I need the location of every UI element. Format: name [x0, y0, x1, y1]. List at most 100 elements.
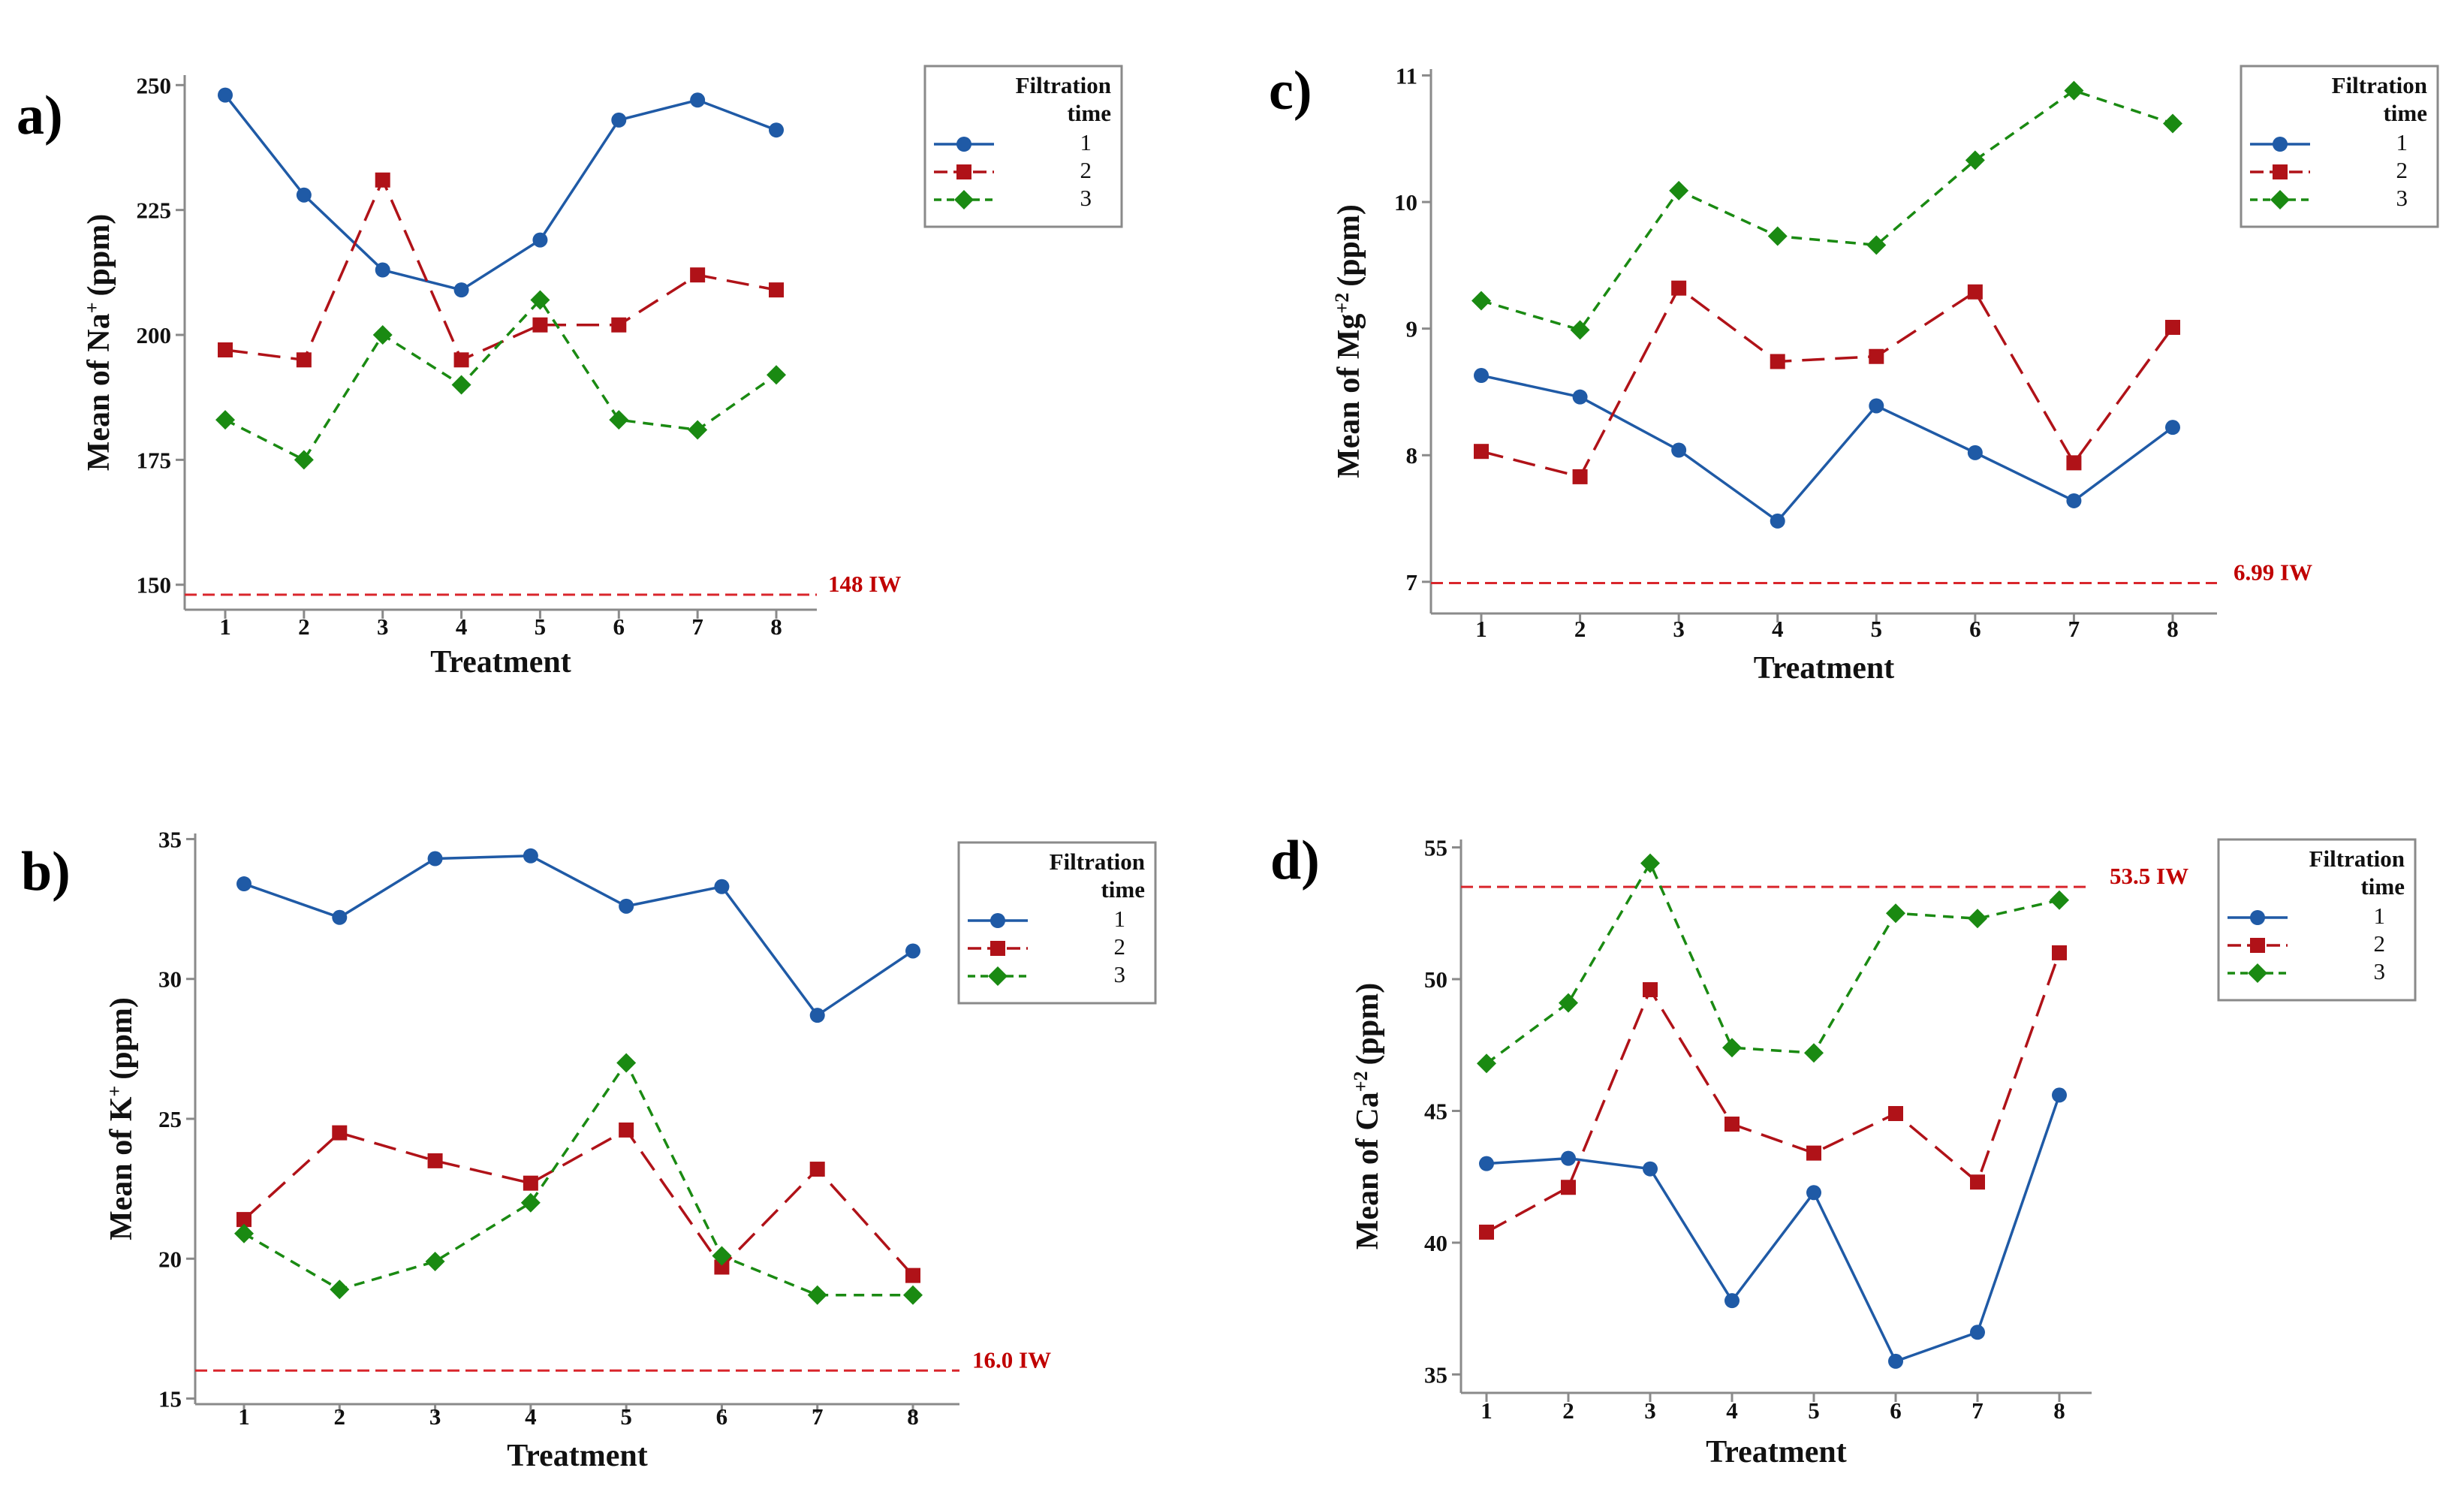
legend-title: time — [1067, 100, 1111, 126]
legend-label-3: 3 — [2374, 958, 2386, 984]
legend-label-2: 2 — [1080, 157, 1092, 183]
y-axis-label: Mean of Ca+2(ppm) — [1350, 983, 1386, 1249]
legend-marker-3 — [988, 966, 1008, 986]
x-tick-label: 4 — [1726, 1397, 1738, 1424]
y-tick-label: 250 — [137, 72, 172, 98]
series-1 — [218, 87, 784, 298]
series-line-2 — [242, 1128, 914, 1277]
y-tick-label: 225 — [137, 197, 172, 224]
data-point — [1767, 226, 1788, 246]
data-point — [769, 122, 784, 138]
data-point — [2066, 455, 2082, 471]
panel-label-c: c) — [1269, 60, 1312, 122]
data-point — [1770, 513, 1785, 529]
data-point — [1970, 1174, 1985, 1190]
legend-marker-3 — [2270, 190, 2290, 209]
legend-title: time — [1101, 876, 1145, 903]
legend-marker-2 — [990, 941, 1005, 956]
data-point — [523, 848, 538, 864]
data-point — [532, 317, 548, 333]
x-tick-label: 4 — [1772, 616, 1784, 642]
series-1 — [236, 848, 920, 1023]
series-3 — [215, 290, 786, 470]
y-tick-label: 15 — [158, 1386, 182, 1412]
data-point — [2052, 1087, 2067, 1103]
x-tick-label: 5 — [620, 1403, 632, 1430]
data-point — [1479, 1224, 1494, 1240]
data-point — [1640, 853, 1660, 873]
x-tick-label: 2 — [298, 613, 310, 640]
x-tick-label: 4 — [525, 1403, 537, 1430]
series-1 — [1479, 1087, 2067, 1369]
y-tick-label: 30 — [158, 966, 182, 993]
data-point — [1471, 291, 1491, 311]
x-tick-label: 3 — [1673, 616, 1685, 642]
series-2 — [236, 1122, 920, 1283]
data-point — [1474, 368, 1489, 384]
legend-title: Filtration — [1016, 72, 1111, 98]
legend-label-3: 3 — [1080, 185, 1092, 211]
reference-label: 6.99 IW — [2234, 559, 2312, 586]
data-point — [1671, 280, 1687, 296]
series-2 — [218, 172, 784, 368]
x-tick-label: 6 — [613, 613, 625, 640]
y-tick-label: 35 — [158, 826, 182, 852]
x-axis-label: Treatment — [1706, 1435, 1846, 1469]
legend-title: Filtration — [2309, 845, 2405, 872]
legend-label-1: 1 — [2396, 129, 2408, 155]
y-tick-label: 40 — [1424, 1230, 1447, 1256]
y-tick-label: 55 — [1424, 835, 1447, 861]
data-point — [609, 410, 629, 430]
x-tick-label: 1 — [1475, 616, 1487, 642]
y-tick-label: 175 — [137, 447, 172, 473]
data-point — [2066, 493, 2082, 508]
y-tick-label: 35 — [1424, 1361, 1447, 1388]
x-tick-label: 8 — [2167, 616, 2179, 642]
data-point — [234, 1223, 254, 1243]
data-point — [236, 876, 252, 892]
data-point — [1967, 445, 1983, 460]
legend-label-1: 1 — [1080, 129, 1092, 155]
x-tick-label: 5 — [1871, 616, 1883, 642]
panel-label-b: b) — [21, 841, 71, 903]
data-point — [1804, 1043, 1824, 1063]
y-tick-label: 9 — [1406, 316, 1418, 342]
data-point — [1722, 1038, 1742, 1058]
x-axis-label: Treatment — [430, 645, 571, 680]
data-point — [218, 342, 233, 357]
data-point — [769, 282, 784, 298]
y-tick-label: 150 — [137, 572, 172, 598]
data-point — [1570, 320, 1590, 340]
data-point — [611, 112, 627, 128]
legend-marker-2 — [2273, 164, 2288, 179]
x-tick-label: 5 — [1808, 1397, 1820, 1424]
data-point — [296, 352, 312, 368]
data-point — [218, 87, 233, 103]
x-tick-label: 7 — [812, 1403, 824, 1430]
legend-label-2: 2 — [2374, 930, 2386, 957]
legend-label-3: 3 — [1114, 961, 1126, 987]
series-line-2 — [1481, 286, 2174, 478]
data-point — [1967, 284, 1983, 300]
data-point — [1643, 1161, 1658, 1177]
legend-title: Filtration — [1050, 848, 1145, 875]
data-point — [1671, 442, 1687, 458]
legend-label-3: 3 — [2396, 185, 2408, 211]
data-point — [425, 1252, 445, 1271]
data-point — [905, 943, 920, 959]
data-point — [1559, 993, 1578, 1013]
data-point — [451, 375, 471, 395]
x-tick-label: 1 — [219, 613, 231, 640]
data-point — [809, 1162, 825, 1177]
data-point — [453, 282, 469, 298]
data-point — [1869, 398, 1884, 414]
legend-marker-2 — [956, 164, 971, 179]
x-tick-label: 6 — [1969, 616, 1981, 642]
legend-title: time — [2360, 873, 2405, 900]
series-2 — [1474, 280, 2180, 484]
data-point — [903, 1285, 923, 1305]
data-point — [1724, 1293, 1740, 1309]
